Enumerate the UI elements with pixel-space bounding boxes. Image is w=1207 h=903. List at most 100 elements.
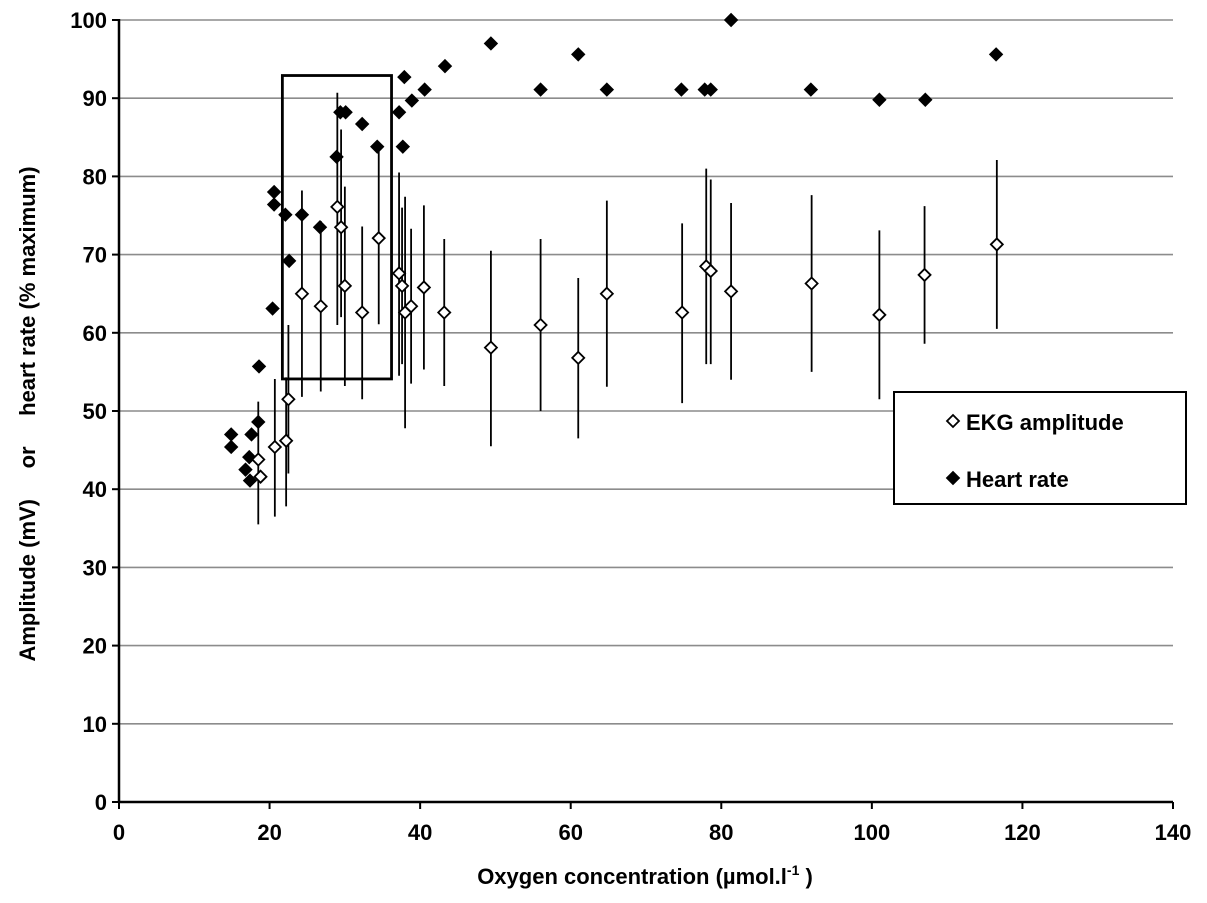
ekg-point-15 bbox=[403, 298, 419, 314]
x-tick-label-7: 140 bbox=[1155, 820, 1192, 845]
hr-point-5 bbox=[244, 427, 259, 442]
hr-point-30 bbox=[674, 82, 689, 97]
x-tick-label-5: 100 bbox=[853, 820, 890, 845]
ekg-error-bars bbox=[257, 92, 998, 525]
ekg-point-13 bbox=[394, 278, 410, 294]
x-tick-label-3: 60 bbox=[558, 820, 582, 845]
y-tick-label-3: 30 bbox=[83, 555, 107, 580]
ekg-point-26 bbox=[804, 276, 819, 291]
ekg-point-5 bbox=[294, 286, 310, 301]
y-tick-label-0: 0 bbox=[95, 790, 107, 815]
annotation-rectangle-0 bbox=[280, 74, 393, 381]
ekg-point-4 bbox=[281, 391, 296, 407]
hr-point-24 bbox=[417, 82, 432, 97]
hr-point-4 bbox=[242, 473, 258, 488]
hr-point-17 bbox=[338, 105, 353, 120]
x-tick-label-6: 120 bbox=[1004, 820, 1041, 845]
ekg-point-25 bbox=[723, 284, 739, 299]
ekg-point-24 bbox=[703, 263, 719, 279]
y-tick-labels: 0 10 20 30 40 50 60 70 80 90 100 bbox=[70, 8, 107, 815]
x-tick-label-2: 40 bbox=[408, 820, 432, 845]
hr-point-32 bbox=[703, 82, 718, 97]
legend-ekg-label: EKG amplitude bbox=[966, 410, 1124, 435]
x-axis-title: Oxygen concentration (µmol.l-1 ) bbox=[477, 862, 813, 889]
y-axis-title: Amplitude (mV) or heart rate (% maximum) bbox=[15, 166, 40, 661]
hr-point-0 bbox=[223, 427, 239, 442]
hr-point-7 bbox=[251, 359, 267, 374]
hr-point-22 bbox=[397, 69, 412, 85]
legend-hr-marker-icon bbox=[945, 470, 961, 486]
legend-hr-label: Heart rate bbox=[966, 467, 1069, 492]
y-tick-label-8: 80 bbox=[83, 164, 107, 189]
ekg-point-1 bbox=[253, 469, 268, 484]
legend: EKG amplitude Heart rate bbox=[893, 391, 1187, 505]
hr-point-10 bbox=[266, 197, 282, 212]
y-tick-label-10: 100 bbox=[70, 8, 107, 33]
heart-rate-series bbox=[223, 12, 1004, 488]
ekg-point-0 bbox=[251, 452, 266, 467]
x-tick-label-0: 0 bbox=[113, 820, 125, 845]
hr-point-18 bbox=[354, 116, 370, 132]
ekg-point-16 bbox=[416, 280, 432, 295]
highlight-box bbox=[280, 74, 393, 381]
x-tick-label-4: 80 bbox=[709, 820, 733, 845]
x-tick-label-1: 20 bbox=[257, 820, 281, 845]
y-tick-label-5: 50 bbox=[83, 399, 107, 424]
axes bbox=[112, 19, 1174, 809]
ekg-point-28 bbox=[917, 267, 932, 283]
ekg-point-12 bbox=[391, 266, 407, 281]
ekg-point-9 bbox=[337, 278, 353, 294]
ekg-point-3 bbox=[278, 433, 294, 448]
hr-point-12 bbox=[281, 253, 297, 269]
hr-point-23 bbox=[404, 93, 420, 108]
gridlines bbox=[119, 19, 1173, 725]
y-tick-label-2: 20 bbox=[83, 634, 107, 659]
hr-point-13 bbox=[294, 207, 310, 222]
hr-point-1 bbox=[223, 439, 239, 455]
ekg-amplitude-series bbox=[251, 199, 1005, 484]
ekg-point-10 bbox=[354, 305, 370, 320]
ekg-point-21 bbox=[599, 286, 615, 301]
hr-point-21 bbox=[395, 139, 411, 154]
ekg-point-20 bbox=[570, 350, 586, 366]
ekg-point-29 bbox=[989, 237, 1005, 252]
ekg-point-8 bbox=[333, 219, 349, 235]
ekg-point-6 bbox=[313, 298, 329, 314]
ekg-point-7 bbox=[330, 199, 345, 215]
hr-point-14 bbox=[312, 220, 328, 235]
hr-point-27 bbox=[533, 82, 548, 97]
ekg-point-2 bbox=[267, 439, 283, 455]
y-tick-label-4: 40 bbox=[83, 477, 107, 502]
hr-point-28 bbox=[571, 47, 586, 62]
legend-box bbox=[893, 391, 1187, 505]
hr-point-9 bbox=[266, 184, 282, 200]
hr-point-34 bbox=[803, 82, 819, 97]
hr-point-6 bbox=[251, 414, 266, 430]
hr-point-8 bbox=[265, 301, 280, 316]
hr-point-20 bbox=[391, 105, 407, 120]
hr-point-2 bbox=[238, 462, 253, 477]
hr-point-15 bbox=[329, 149, 344, 165]
ekg-point-17 bbox=[436, 305, 452, 320]
y-tick-label-6: 60 bbox=[83, 321, 107, 346]
ekg-point-22 bbox=[674, 305, 690, 320]
y-tick-label-7: 70 bbox=[83, 243, 107, 268]
hr-point-19 bbox=[370, 139, 385, 154]
hr-point-29 bbox=[599, 82, 615, 97]
hr-point-36 bbox=[918, 92, 933, 107]
ekg-point-19 bbox=[533, 317, 548, 333]
hr-point-25 bbox=[437, 58, 453, 74]
hr-point-35 bbox=[872, 92, 887, 107]
y-tick-label-1: 10 bbox=[83, 712, 107, 737]
y-tick-label-9: 90 bbox=[83, 86, 107, 111]
hr-point-33 bbox=[723, 12, 739, 28]
hr-point-11 bbox=[278, 207, 293, 222]
ekg-point-18 bbox=[483, 340, 499, 355]
hr-point-37 bbox=[988, 47, 1004, 62]
legend-ekg-marker-icon bbox=[945, 413, 961, 429]
x-tick-labels: 0 20 40 60 80 100 120 140 bbox=[113, 820, 1191, 845]
hr-point-26 bbox=[483, 36, 499, 51]
ekg-point-27 bbox=[872, 307, 887, 323]
ekg-point-11 bbox=[371, 230, 387, 246]
